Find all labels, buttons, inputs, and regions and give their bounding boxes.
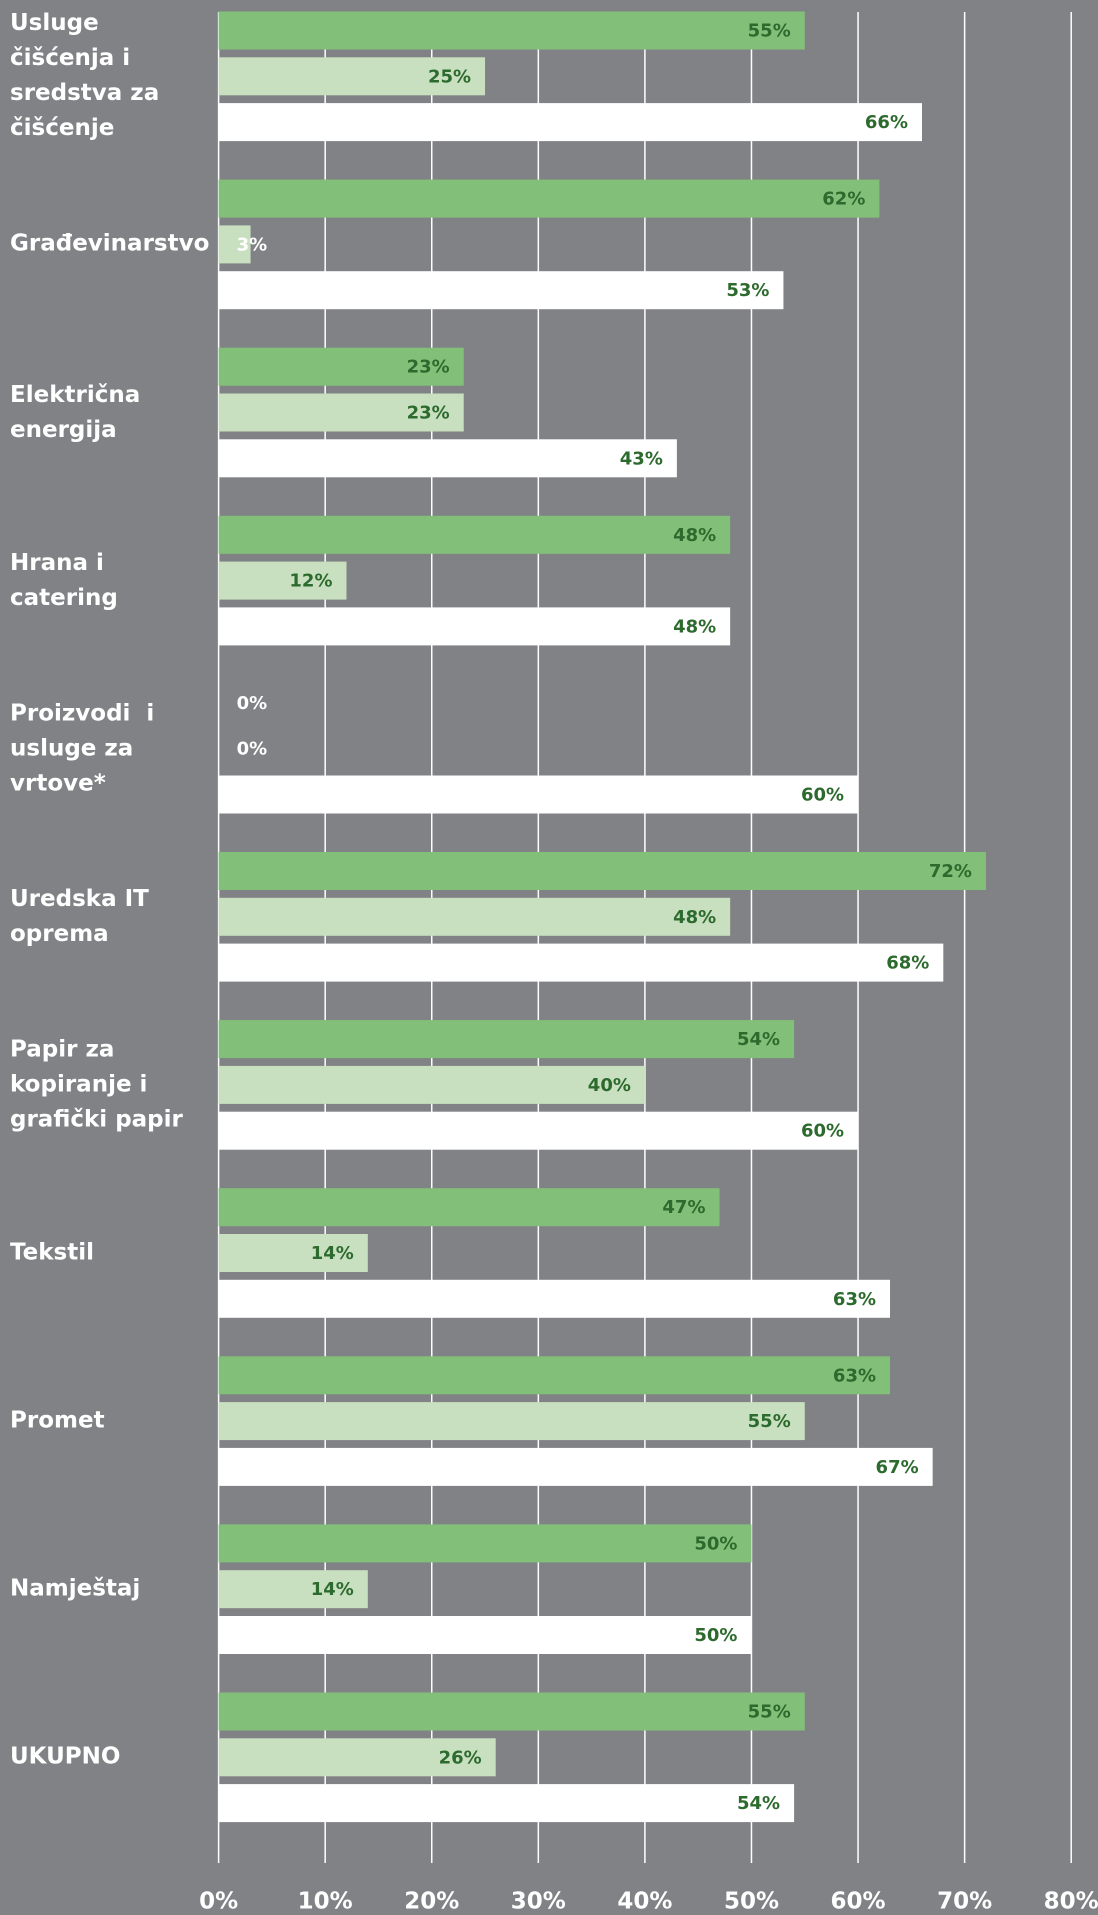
- x-tick-label: 50%: [724, 1889, 779, 1915]
- value-label: 63%: [833, 1365, 876, 1386]
- value-label: 25%: [428, 66, 471, 87]
- value-label: 43%: [620, 448, 663, 469]
- bar: [218, 57, 486, 96]
- bar: [218, 897, 731, 936]
- bar: [218, 1784, 795, 1823]
- value-label: 26%: [439, 1747, 482, 1768]
- value-label: 62%: [822, 189, 865, 210]
- value-label: 48%: [673, 525, 716, 546]
- bar: [218, 225, 251, 264]
- bar: [218, 943, 944, 982]
- value-label: 14%: [311, 1579, 354, 1600]
- value-label: 40%: [588, 1075, 631, 1096]
- x-tick-label: 30%: [511, 1889, 566, 1915]
- bar: [218, 347, 464, 386]
- value-label: 48%: [673, 616, 716, 637]
- value-label: 3%: [237, 234, 268, 255]
- x-tick-label: 60%: [831, 1889, 886, 1915]
- bar: [218, 179, 880, 218]
- bar: [218, 439, 677, 478]
- value-label: 23%: [407, 357, 450, 378]
- bar: [218, 561, 347, 600]
- bar: [218, 1111, 859, 1150]
- value-label: 72%: [929, 861, 972, 882]
- value-label: 55%: [748, 1411, 791, 1432]
- bar: [218, 1279, 891, 1318]
- value-label: 60%: [801, 785, 844, 806]
- value-label: 0%: [237, 739, 268, 760]
- bar: [218, 1402, 805, 1441]
- x-tick-label: 40%: [617, 1889, 672, 1915]
- category-label: Građevinarstvo: [10, 230, 210, 257]
- value-label: 23%: [407, 403, 450, 424]
- bar: [218, 1692, 805, 1731]
- bar: [218, 515, 731, 554]
- value-label: 53%: [726, 280, 769, 301]
- x-tick-label: 0%: [199, 1889, 238, 1915]
- value-label: 54%: [737, 1793, 780, 1814]
- bar: [218, 852, 986, 890]
- category-label: Električna energija: [10, 381, 149, 443]
- category-label: Usluge čišćenja i sredstva za čišćenje: [10, 10, 168, 142]
- category-label: Proizvodi i usluge za vrtove*: [10, 700, 163, 797]
- value-label: 0%: [237, 693, 268, 714]
- bar: [218, 1738, 496, 1777]
- category-label: Promet: [10, 1407, 105, 1434]
- category-label: Papir za kopiranje i grafički papir: [10, 1036, 183, 1133]
- value-label: 48%: [673, 907, 716, 928]
- category-label: Tekstil: [10, 1239, 94, 1266]
- bar: [218, 775, 859, 814]
- value-label: 50%: [694, 1625, 737, 1646]
- category-label: UKUPNO: [10, 1743, 121, 1770]
- category-label: Namještaj: [10, 1575, 141, 1602]
- bar: [218, 1524, 752, 1563]
- bar: [218, 11, 805, 50]
- category-label: Hrana i catering: [10, 549, 118, 611]
- x-tick-label: 10%: [298, 1889, 353, 1915]
- bar: [218, 1570, 368, 1609]
- value-label: 47%: [662, 1197, 705, 1218]
- bar: [218, 271, 784, 310]
- value-label: 68%: [886, 953, 929, 974]
- value-label: 54%: [737, 1029, 780, 1050]
- bar: [218, 1356, 891, 1395]
- value-label: 14%: [311, 1243, 354, 1264]
- bar: [218, 1188, 720, 1227]
- x-tick-label: 70%: [937, 1889, 992, 1915]
- value-label: 50%: [694, 1533, 737, 1554]
- value-label: 12%: [289, 571, 332, 592]
- x-tick-label: 20%: [404, 1889, 459, 1915]
- bar: [218, 1065, 645, 1104]
- value-label: 66%: [865, 112, 908, 133]
- bar: [218, 393, 464, 432]
- bar: [218, 103, 922, 142]
- bar: [218, 1616, 752, 1654]
- bar: [218, 1234, 368, 1272]
- value-label: 55%: [748, 21, 791, 42]
- x-tick-label: 80%: [1044, 1889, 1098, 1915]
- value-label: 63%: [833, 1289, 876, 1310]
- value-label: 55%: [748, 1702, 791, 1723]
- bar: [218, 1020, 795, 1059]
- value-label: 60%: [801, 1121, 844, 1142]
- bar: [218, 607, 731, 646]
- category-label: Uredska IT oprema: [10, 885, 157, 947]
- bar: [218, 1447, 933, 1486]
- value-label: 67%: [876, 1457, 919, 1478]
